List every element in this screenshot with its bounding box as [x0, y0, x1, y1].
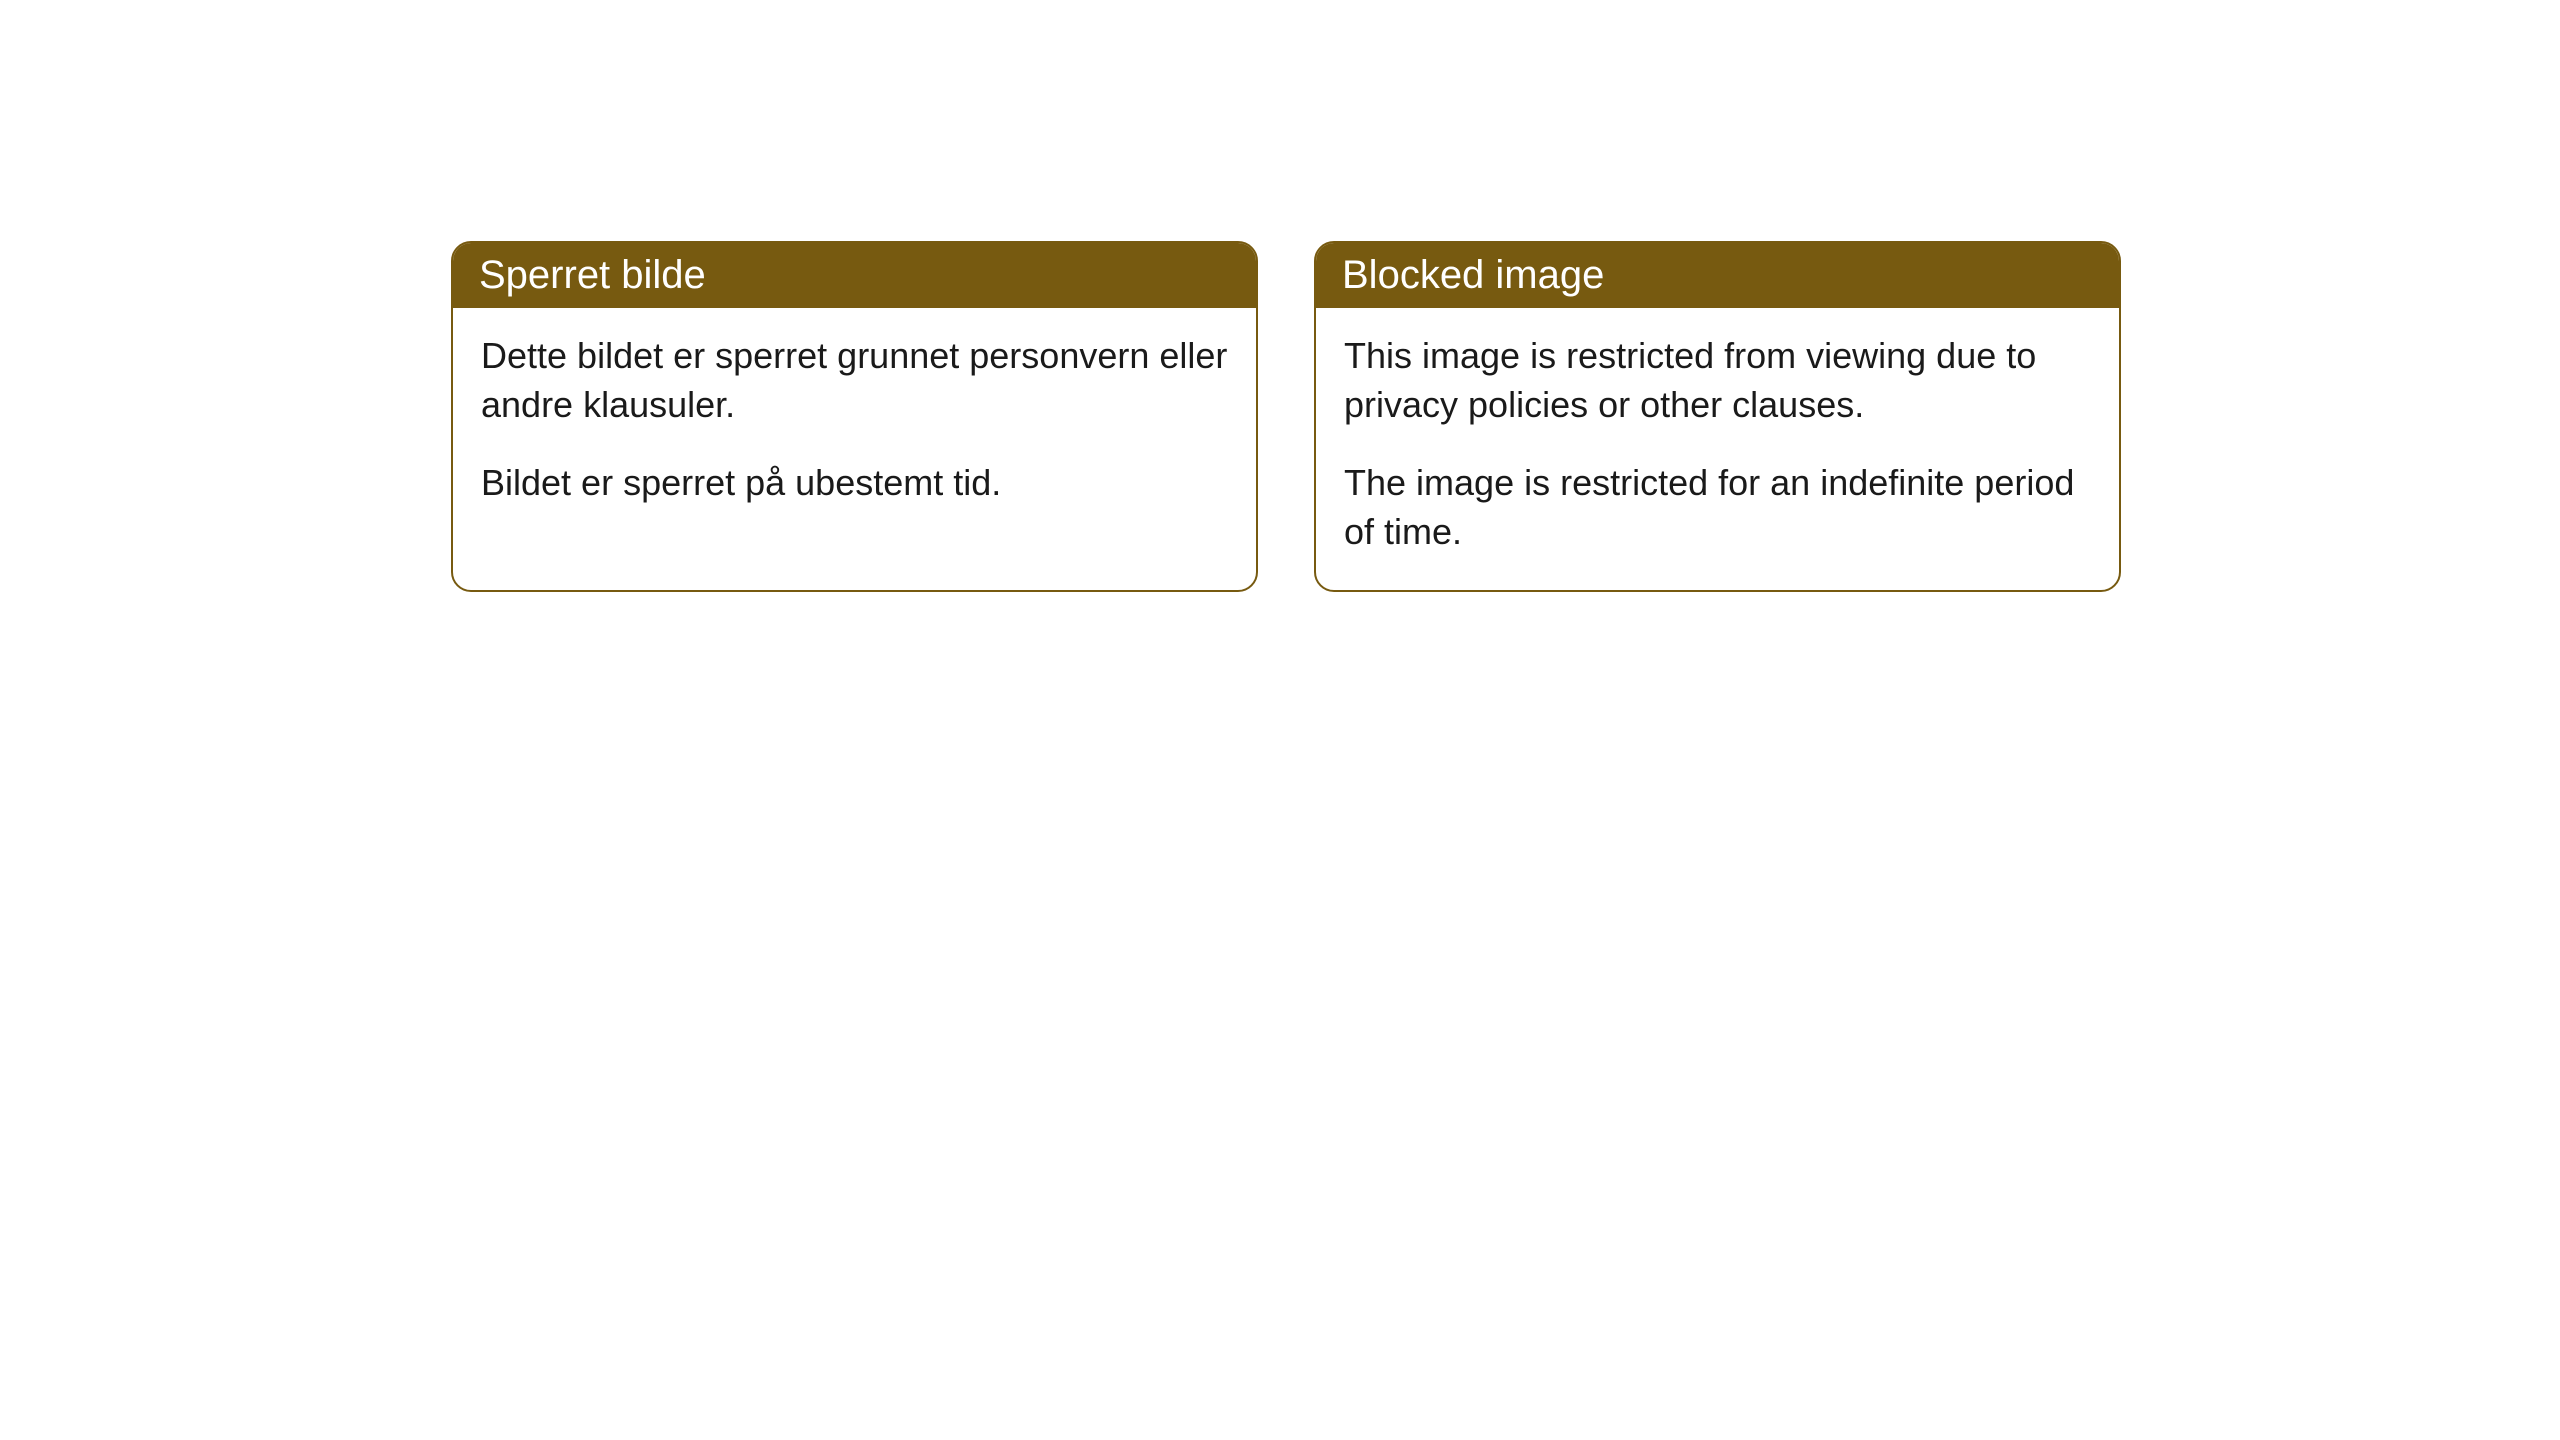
card-norwegian: Sperret bilde Dette bildet er sperret gr…: [451, 241, 1258, 592]
card-header-norwegian: Sperret bilde: [453, 243, 1256, 308]
cards-container: Sperret bilde Dette bildet er sperret gr…: [451, 241, 2121, 592]
card-body-english: This image is restricted from viewing du…: [1316, 308, 2119, 590]
card-title-english: Blocked image: [1342, 253, 1604, 297]
card-title-norwegian: Sperret bilde: [479, 253, 706, 297]
card-header-english: Blocked image: [1316, 243, 2119, 308]
card-english: Blocked image This image is restricted f…: [1314, 241, 2121, 592]
card-paragraph1-english: This image is restricted from viewing du…: [1344, 332, 2091, 429]
card-paragraph2-norwegian: Bildet er sperret på ubestemt tid.: [481, 459, 1228, 508]
card-body-norwegian: Dette bildet er sperret grunnet personve…: [453, 308, 1256, 542]
card-paragraph1-norwegian: Dette bildet er sperret grunnet personve…: [481, 332, 1228, 429]
card-paragraph2-english: The image is restricted for an indefinit…: [1344, 459, 2091, 556]
